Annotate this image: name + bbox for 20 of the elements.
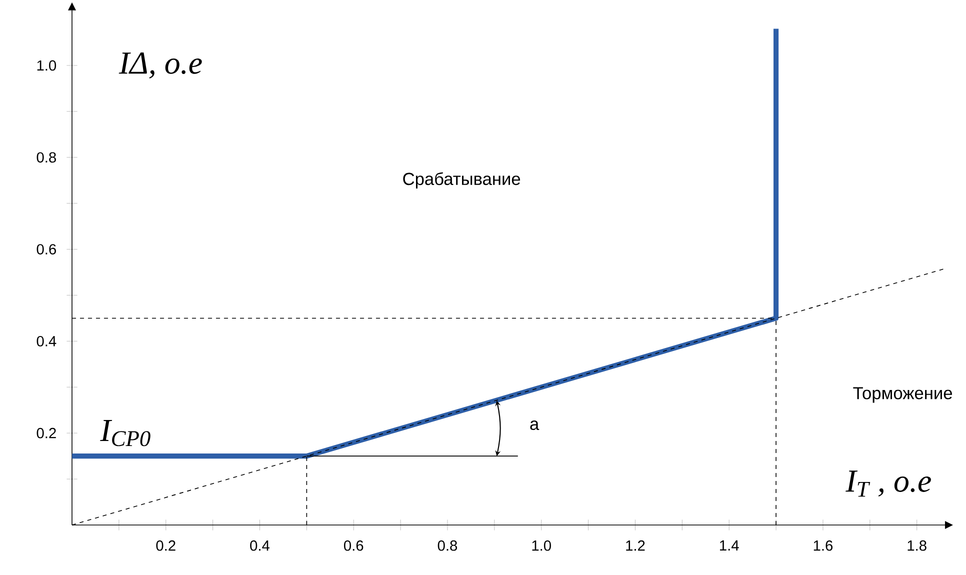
- x-tick-label: 1.4: [720, 540, 739, 550]
- y-tick-label: 1.0: [37, 60, 56, 71]
- x-tick-label: 1.2: [626, 540, 645, 551]
- annotation: a: [530, 420, 540, 430]
- y-tick-label: 0.6: [36, 244, 56, 254]
- x-tick-label: 0.4: [250, 540, 270, 551]
- y-tick-label: 0.8: [36, 152, 56, 163]
- x-axis-title: I$_{T}$ , o.e: [846, 470, 931, 497]
- y-tick-label: 0.2: [36, 428, 56, 438]
- x-tick-label: 0.6: [344, 540, 364, 551]
- x-tick-label: 1.0: [532, 540, 551, 551]
- x-tick-label: 0.2: [156, 540, 176, 551]
- x-tick-label: 0.8: [438, 540, 458, 551]
- x-tick-label: 1.6: [814, 540, 833, 551]
- y-tick-label: 0.4: [36, 336, 56, 346]
- x-tick-label: 1.8: [908, 540, 926, 551]
- annotation: I$_{CP0}$: [100, 420, 150, 446]
- y-axis-title: IΔ, o.e: [118, 52, 202, 78]
- annotation: Торможение: [853, 387, 952, 403]
- annotation: Срабатывание: [403, 172, 520, 189]
